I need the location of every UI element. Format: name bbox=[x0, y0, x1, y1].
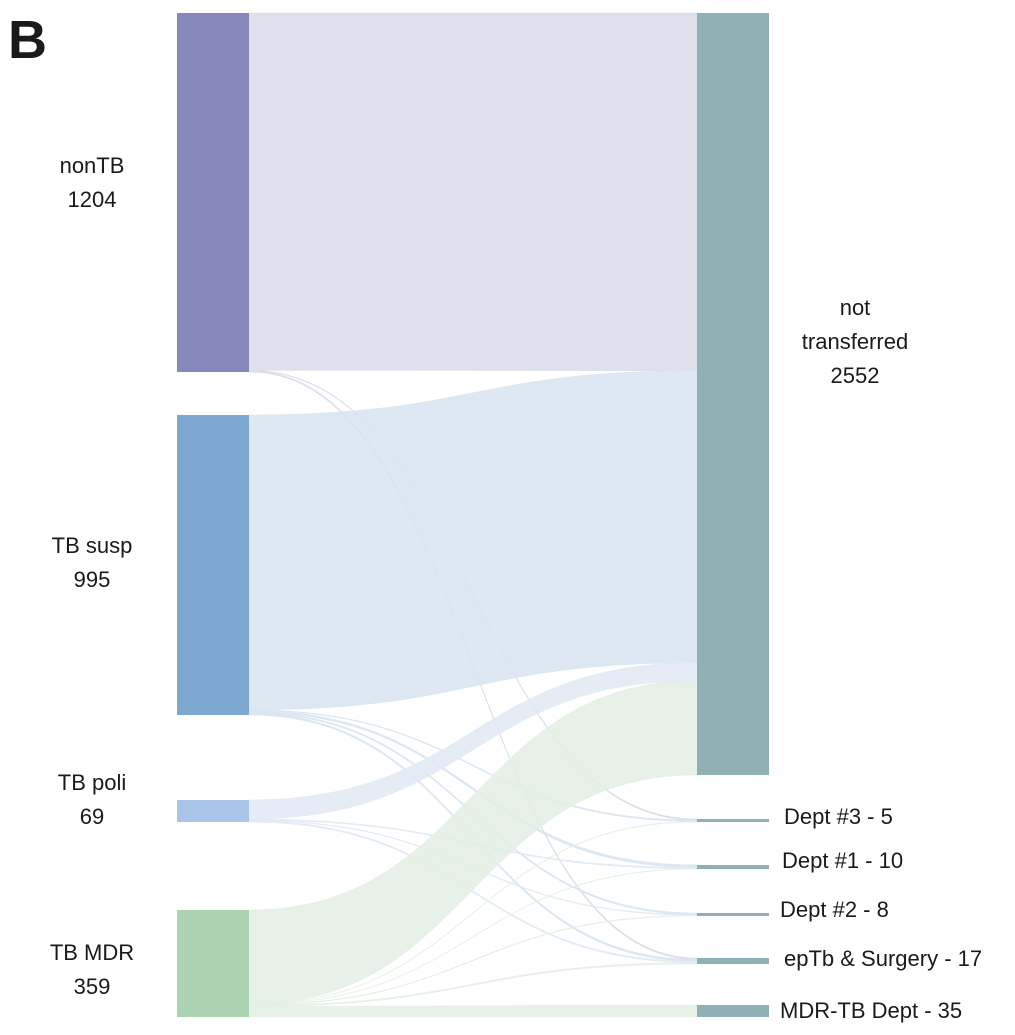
source-count: 995 bbox=[74, 567, 111, 592]
target-label-line: epTb & Surgery - 17 bbox=[784, 946, 982, 971]
flow-link-TBMDR-to-mdr bbox=[248, 1004, 698, 1018]
target-label-d3: Dept #3 - 5 bbox=[784, 804, 893, 829]
source-label-nonTB: nonTB 1204 bbox=[60, 153, 125, 212]
target-label-line: transferred bbox=[802, 329, 908, 354]
flow-link-nonTB-to-not bbox=[248, 12, 698, 372]
flow-link-TBsusp-to-not bbox=[248, 370, 698, 711]
source-node-nonTB bbox=[177, 13, 249, 372]
target-node-d3 bbox=[697, 819, 769, 822]
target-label-line: not bbox=[840, 295, 871, 320]
node-labels: nonTB 1204 TB susp 995 TB poli 69 TB MDR 359 not… bbox=[50, 153, 982, 1023]
target-label-line: 2552 bbox=[831, 363, 880, 388]
source-label-TBsusp: TB susp 995 bbox=[52, 533, 133, 592]
target-node-not bbox=[697, 13, 769, 775]
panel-label: B bbox=[8, 10, 47, 70]
target-node-ep bbox=[697, 958, 769, 964]
target-node-d1 bbox=[697, 865, 769, 869]
target-label-d2: Dept #2 - 8 bbox=[780, 897, 889, 922]
target-label-mdr: MDR-TB Dept - 35 bbox=[780, 998, 962, 1023]
source-node-TBsusp bbox=[177, 415, 249, 715]
source-count: 1204 bbox=[68, 187, 117, 212]
target-label-d1: Dept #1 - 10 bbox=[782, 848, 903, 873]
source-name: TB poli bbox=[58, 770, 126, 795]
source-name: nonTB bbox=[60, 153, 125, 178]
target-node-mdr bbox=[697, 1005, 769, 1017]
source-node-TBMDR bbox=[177, 910, 249, 1017]
target-label-line: MDR-TB Dept - 35 bbox=[780, 998, 962, 1023]
source-node-TBpoli bbox=[177, 800, 249, 822]
source-label-TBpoli: TB poli 69 bbox=[58, 770, 126, 829]
target-label-line: Dept #1 - 10 bbox=[782, 848, 903, 873]
source-name: TB MDR bbox=[50, 940, 134, 965]
target-label-line: Dept #2 - 8 bbox=[780, 897, 889, 922]
flow-nodes bbox=[177, 13, 769, 1017]
source-count: 359 bbox=[74, 974, 111, 999]
source-count: 69 bbox=[80, 804, 104, 829]
flow-link-TBMDR-to-not bbox=[248, 680, 698, 1005]
target-label-ep: epTb & Surgery - 17 bbox=[784, 946, 982, 971]
source-label-TBMDR: TB MDR 359 bbox=[50, 940, 134, 999]
source-name: TB susp bbox=[52, 533, 133, 558]
target-label-line: Dept #3 - 5 bbox=[784, 804, 893, 829]
target-node-d2 bbox=[697, 913, 769, 916]
flow-links bbox=[248, 12, 698, 1018]
target-label-not: not transferred 2552 bbox=[802, 295, 908, 388]
